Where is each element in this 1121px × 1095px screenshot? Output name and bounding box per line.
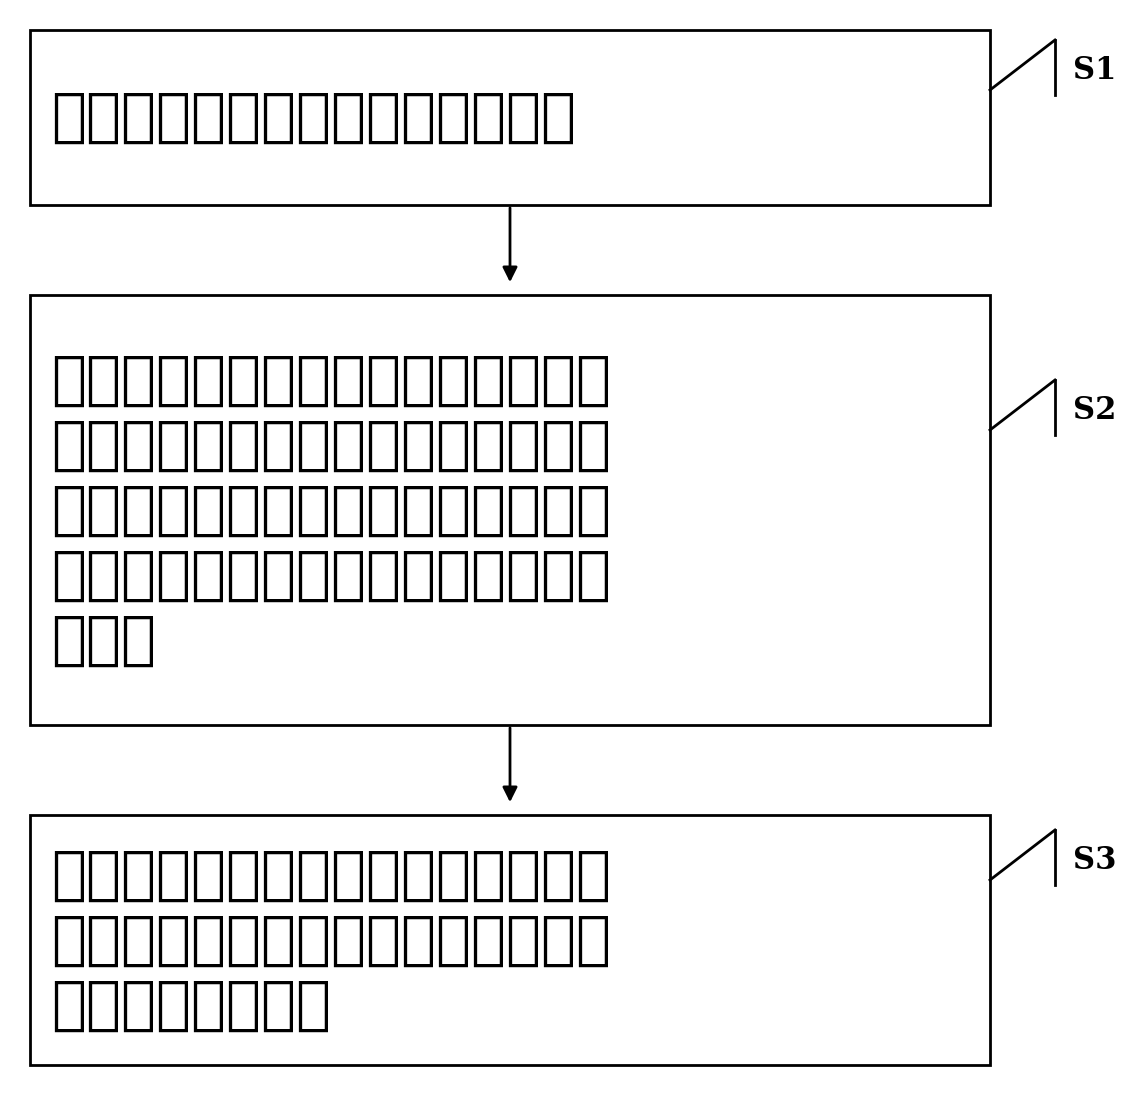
Text: S1: S1 bbox=[1073, 55, 1117, 87]
Text: ，模拟散裂靶颗粒流的多种流态，这: ，模拟散裂靶颗粒流的多种流态，这 bbox=[50, 416, 611, 473]
Bar bbox=[30, 30, 990, 205]
Bar bbox=[30, 815, 990, 1065]
Text: 从实验装置内部取样，对散裂靶颗粒: 从实验装置内部取样，对散裂靶颗粒 bbox=[50, 846, 611, 903]
Text: 状态等: 状态等 bbox=[50, 612, 156, 669]
Text: S2: S2 bbox=[1073, 395, 1117, 426]
Text: 主机动力系统驱动主体管道回路旋转: 主机动力系统驱动主体管道回路旋转 bbox=[50, 351, 611, 408]
Bar bbox=[30, 295, 990, 725]
Text: S3: S3 bbox=[1073, 845, 1117, 876]
Text: 、碰撞冲击、定向冲击状态、稀疏流: 、碰撞冲击、定向冲击状态、稀疏流 bbox=[50, 546, 611, 603]
Text: 些流态包括：密集流态、密堆积状态: 些流态包括：密集流态、密堆积状态 bbox=[50, 482, 611, 539]
Text: 在主体管道回路中灌入散裂靶颗粒: 在主体管道回路中灌入散裂靶颗粒 bbox=[50, 89, 576, 146]
Text: 道的摩擦磨损情况: 道的摩擦磨损情况 bbox=[50, 977, 331, 1034]
Text: 样品进行分析，评估散裂靶颗粒和管: 样品进行分析，评估散裂靶颗粒和管 bbox=[50, 911, 611, 968]
